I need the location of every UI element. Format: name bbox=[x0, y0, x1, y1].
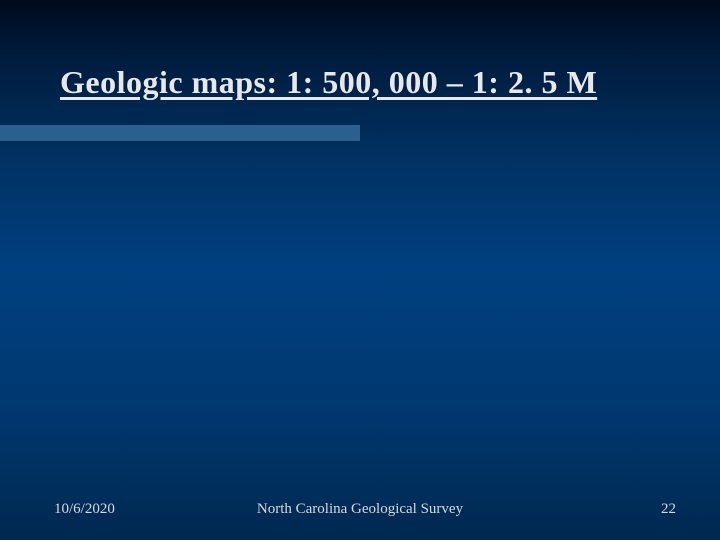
slide-title: Geologic maps: 1: 500, 000 – 1: 2. 5 M bbox=[60, 64, 597, 101]
accent-bar bbox=[0, 125, 360, 141]
footer-page-number: 22 bbox=[661, 501, 676, 518]
footer-center: North Carolina Geological Survey bbox=[0, 501, 720, 518]
slide-container: Geologic maps: 1: 500, 000 – 1: 2. 5 M 1… bbox=[0, 0, 720, 540]
